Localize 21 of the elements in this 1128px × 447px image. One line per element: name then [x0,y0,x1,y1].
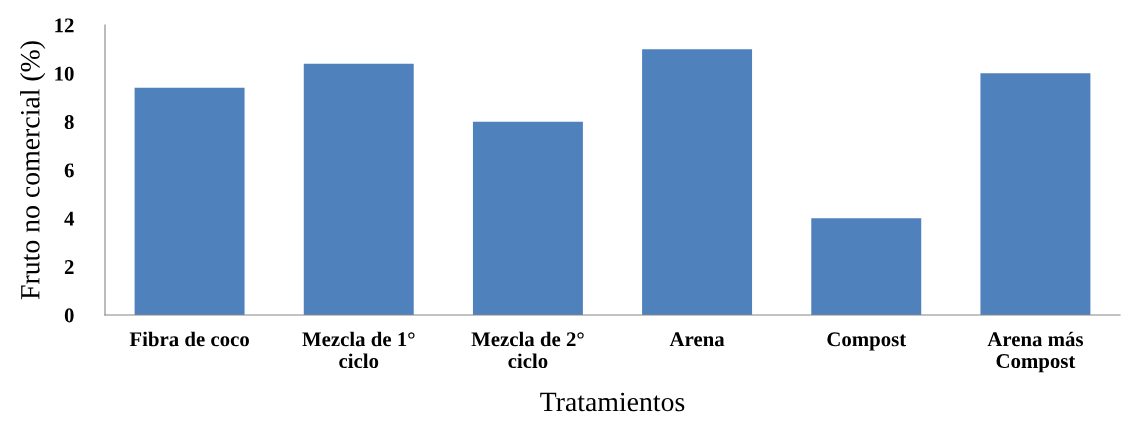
y-tick-label: 10 [55,66,74,81]
y-tick-label: 12 [55,18,74,33]
x-tick-label: Arena más Compost [987,331,1084,373]
x-tick-label: Fibra de coco [129,331,249,347]
y-axis-title: Fruto no comercial (%) [20,41,46,300]
x-tick-label: Arena [669,332,725,347]
y-tick-label: 2 [64,260,74,274]
bar [472,121,583,315]
bar [303,63,414,315]
y-tick-label: 6 [64,163,74,178]
bar [980,73,1091,315]
x-axis-title: Tratamientos [540,392,685,412]
x-tick-label: Compost [827,332,907,351]
y-tick-label: 4 [64,211,75,226]
bar [642,49,753,315]
x-tick-label: Mezcla de 2° ciclo [471,331,584,369]
bar [811,218,922,315]
bar [134,87,245,315]
x-tick-label: Mezcla de 1° ciclo [302,331,415,369]
y-tick-label: 0 [64,308,74,323]
y-tick-label: 8 [64,115,74,130]
